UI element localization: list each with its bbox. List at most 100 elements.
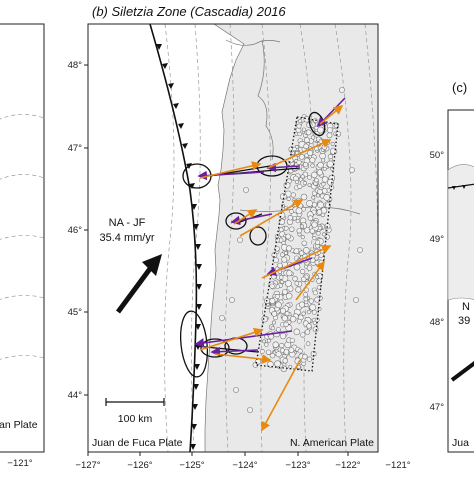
panel-c-lat-labels: 50° 49° 48° 47° — [430, 150, 445, 413]
earthquake-marker — [274, 294, 280, 299]
earthquake-marker — [292, 216, 297, 221]
earthquake-marker — [288, 347, 295, 353]
lon-tick-123: −123° — [285, 460, 310, 471]
earthquake-marker — [323, 194, 331, 201]
earthquake-marker — [324, 223, 331, 229]
earthquake-marker — [353, 297, 359, 303]
orange-velocity-vectors — [199, 104, 344, 432]
earthquake-marker — [309, 303, 317, 311]
earthquake-marker — [286, 270, 293, 277]
panel-c-lat-49: 49° — [430, 234, 445, 245]
earthquake-marker — [301, 276, 307, 282]
lat-tick-47: 47° — [68, 143, 83, 154]
earthquake-marker — [321, 176, 329, 183]
earthquake-marker — [317, 201, 324, 209]
earthquake-marker — [286, 196, 291, 201]
earthquake-marker — [327, 127, 333, 134]
earthquake-marker — [316, 193, 320, 198]
earthquake-marker — [321, 181, 326, 187]
panel-b-frame — [87, 23, 379, 453]
earthquake-marker — [324, 202, 331, 209]
earthquake-marker — [316, 231, 321, 236]
earthquake-marker — [317, 225, 323, 231]
earthquake-marker — [300, 235, 305, 240]
earthquake-marker — [300, 332, 306, 338]
earthquake-marker — [327, 154, 333, 160]
lon-tick-125: −125° — [179, 460, 204, 471]
earthquake-marker — [306, 323, 312, 329]
earthquake-marker — [280, 252, 285, 258]
earthquake-marker — [298, 119, 303, 124]
earthquake-marker — [300, 224, 304, 229]
earthquake-marker — [309, 157, 316, 164]
earthquake-marker — [279, 332, 287, 340]
earthquake-marker — [271, 310, 278, 317]
earthquake-marker — [295, 218, 301, 224]
earthquake-marker — [300, 268, 306, 275]
earthquake-marker — [285, 280, 292, 287]
earthquake-marker — [339, 87, 345, 93]
panel-c-plate-label: Jua — [452, 437, 469, 449]
earthquake-marker — [317, 161, 324, 169]
earthquake-marker — [295, 207, 303, 215]
panel-c-partial: (c) 50° 49° 48° 47° N 39 Jua — [430, 80, 474, 453]
earthquake-marker — [271, 320, 276, 325]
earthquake-marker — [301, 311, 306, 316]
earthquake-marker — [330, 141, 335, 147]
earthquake-marker — [281, 315, 288, 322]
earthquake-marker — [289, 315, 297, 323]
earthquake-marker — [302, 353, 308, 360]
earthquake-marker — [282, 289, 288, 295]
earthquake-marker — [307, 215, 314, 221]
earthquake-marker — [327, 178, 334, 186]
earthquake-marker — [269, 352, 276, 359]
earthquake-marker — [219, 315, 225, 321]
earthquake-marker — [307, 150, 314, 156]
earthquake-marker — [349, 167, 355, 173]
panel-a-lon-tick: −121° — [7, 458, 32, 469]
earthquake-marker — [303, 247, 310, 254]
earthquake-marker — [280, 365, 288, 372]
earthquake-marker — [298, 250, 305, 256]
ellipse-5 — [249, 226, 267, 246]
earthquake-marker — [270, 326, 275, 331]
earthquake-marker — [306, 200, 313, 207]
panel-a-contours — [0, 114, 45, 360]
earthquake-marker — [279, 342, 285, 349]
earthquake-marker — [307, 183, 312, 187]
earthquake-marker — [302, 162, 309, 168]
slab-contours — [164, 24, 378, 452]
earthquake-marker — [280, 307, 286, 314]
earthquake-marker — [297, 348, 303, 354]
panel-c-lat-47: 47° — [430, 402, 445, 413]
earthquake-marker — [289, 226, 295, 232]
earthquake-marker — [283, 225, 289, 231]
earthquake-marker — [272, 257, 279, 264]
earthquake-marker — [311, 135, 316, 140]
earthquake-marker — [247, 407, 253, 413]
earthquake-marker — [281, 256, 288, 263]
lon-tick-124: −124° — [232, 460, 257, 471]
panel-c-label-fragment-2: 39 — [458, 315, 470, 327]
earthquake-marker — [326, 160, 334, 168]
earthquake-marker — [261, 315, 268, 323]
lat-tick-48: 48° — [68, 60, 83, 71]
earthquake-marker — [283, 251, 288, 255]
earthquake-marker — [265, 349, 272, 355]
earthquake-marker — [296, 159, 302, 165]
earthquake-marker — [294, 179, 300, 185]
inland-waters — [257, 39, 274, 161]
earthquake-marker — [296, 228, 302, 234]
earthquake-marker — [322, 166, 327, 171]
earthquake-marker — [306, 356, 313, 362]
earthquake-marker — [267, 338, 271, 343]
earthquake-marker — [275, 351, 282, 358]
lat-tick-45: 45° — [68, 307, 83, 318]
earthquake-marker — [300, 193, 308, 201]
ellipse-4 — [225, 212, 247, 230]
ellipse-7 — [200, 338, 230, 358]
earthquake-marker — [314, 178, 319, 183]
panel-a-partial: an Plate −121° — [0, 23, 45, 469]
earthquake-marker — [277, 262, 283, 269]
earthquake-marker — [262, 339, 266, 344]
